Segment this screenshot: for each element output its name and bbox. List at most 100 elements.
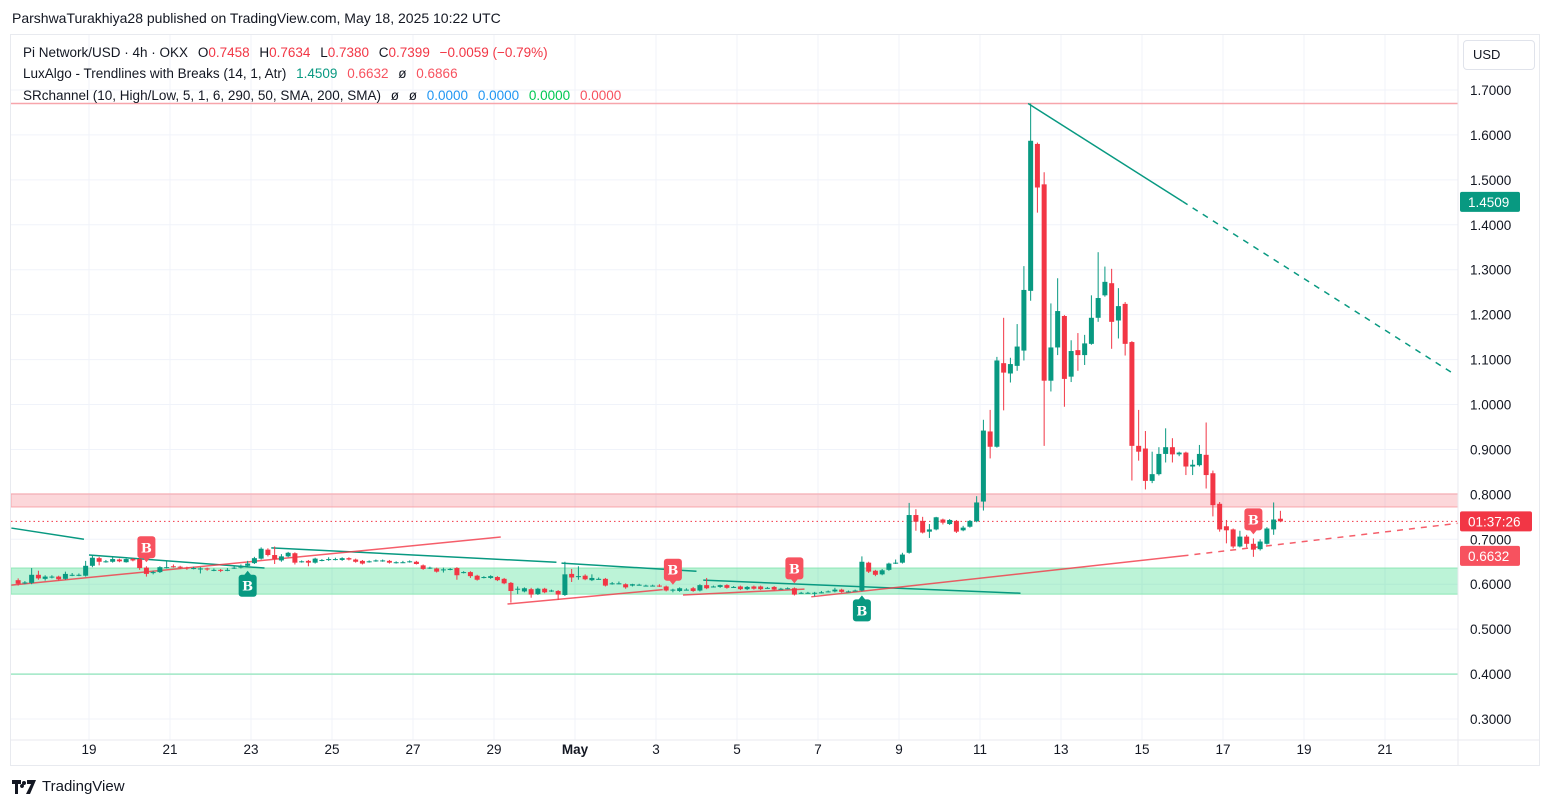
y-tick-label: 0.5000: [1470, 622, 1511, 637]
candle: [312, 557, 318, 564]
candle: [758, 585, 764, 591]
candle: [602, 577, 608, 587]
candle-body: [373, 560, 379, 562]
candle-body: [920, 520, 926, 533]
candle: [29, 568, 35, 585]
indicator-name[interactable]: LuxAlgo - Trendlines with Breaks (14, 1,…: [23, 66, 287, 81]
candle-body: [589, 577, 595, 581]
candle: [184, 566, 190, 570]
candle-body: [1129, 342, 1135, 446]
candle: [1156, 447, 1162, 476]
candle-body: [42, 576, 48, 579]
break-marker-above: B: [785, 557, 804, 584]
up-trendline: [682, 588, 805, 596]
candle: [697, 584, 703, 592]
indicator-value: 1.4509: [296, 66, 338, 81]
candle: [994, 356, 1000, 448]
candle: [1264, 527, 1270, 545]
candle: [150, 570, 156, 575]
candle: [285, 551, 291, 558]
down-trendline: [1182, 200, 1453, 374]
candle-body: [272, 555, 278, 560]
candle: [1001, 317, 1007, 411]
candle-body: [434, 568, 440, 572]
y-tick-label: 1.4000: [1470, 218, 1511, 233]
candle: [339, 557, 345, 561]
candle: [69, 572, 75, 577]
candle: [393, 561, 399, 564]
candle-body: [974, 502, 980, 522]
candle: [656, 584, 662, 587]
candle: [508, 581, 514, 603]
candle-body: [164, 567, 170, 569]
candle: [42, 575, 48, 581]
indicator-name[interactable]: SRchannel (10, High/Low, 5, 1, 6, 290, 5…: [23, 88, 381, 103]
up-trendline: [811, 555, 1183, 598]
y-tick-label: 1.6000: [1470, 128, 1511, 143]
candle-body: [1041, 184, 1047, 381]
break-marker-above: B: [663, 558, 682, 585]
candle: [798, 591, 804, 594]
candle: [1014, 324, 1020, 371]
marker-badge: [852, 599, 871, 622]
candle-body: [197, 568, 203, 570]
down-trendline: [88, 554, 265, 569]
candle: [1257, 539, 1263, 551]
y-tick-label: 0.8000: [1470, 487, 1511, 502]
x-tick-label: 27: [405, 742, 420, 757]
x-tick-label: 25: [324, 742, 339, 757]
candle-body: [643, 585, 649, 587]
open-label: O: [197, 45, 209, 60]
candle: [1088, 295, 1094, 345]
candle: [488, 575, 494, 579]
candle-body: [427, 567, 433, 569]
candle: [1230, 528, 1236, 549]
candle: [332, 557, 338, 561]
candle: [1203, 422, 1209, 489]
symbol-title[interactable]: Pi Network/USD · 4h · OKX: [23, 45, 189, 60]
price-axis-label-text: 1.4509: [1468, 195, 1509, 210]
x-tick-label: 23: [243, 742, 258, 757]
candle: [1217, 502, 1223, 532]
chart-frame: [10, 34, 1540, 766]
candle-body: [913, 515, 919, 522]
x-tick-label: 29: [486, 742, 501, 757]
legend-symbol-row: Pi Network/USD · 4h · OKX O0.7458 H0.763…: [23, 45, 554, 60]
candle-body: [569, 573, 575, 578]
break-marker-above: B: [137, 536, 156, 563]
candle-body: [872, 570, 878, 575]
candle-body: [636, 584, 642, 586]
candle-body: [1109, 283, 1115, 322]
candle: [96, 556, 102, 566]
low-label: L: [320, 45, 328, 60]
candle-body: [292, 553, 298, 563]
candle-body: [110, 559, 116, 562]
down-trendline: [1027, 102, 1183, 203]
candle: [258, 547, 264, 560]
candle: [1102, 266, 1108, 297]
candle: [832, 587, 838, 593]
candle: [231, 566, 237, 569]
candle: [920, 516, 926, 534]
currency-button[interactable]: USD: [1463, 40, 1535, 70]
candle-body: [400, 562, 406, 564]
candle: [764, 586, 770, 589]
candle-body: [697, 585, 703, 591]
candle: [373, 559, 379, 562]
candle: [1250, 538, 1256, 557]
candle-body: [1196, 453, 1202, 466]
candle-body: [1122, 303, 1128, 344]
candle-body: [346, 558, 352, 560]
candle: [116, 558, 122, 563]
candle: [872, 569, 878, 577]
candle-body: [839, 589, 845, 592]
candle: [886, 562, 892, 571]
candle: [218, 568, 224, 573]
candle-body: [758, 586, 764, 590]
candle: [623, 583, 629, 589]
candle-body: [1217, 503, 1223, 530]
candle-body: [1271, 519, 1277, 530]
candle-body: [1223, 526, 1229, 531]
tradingview-logo[interactable]: TradingView: [12, 778, 125, 795]
